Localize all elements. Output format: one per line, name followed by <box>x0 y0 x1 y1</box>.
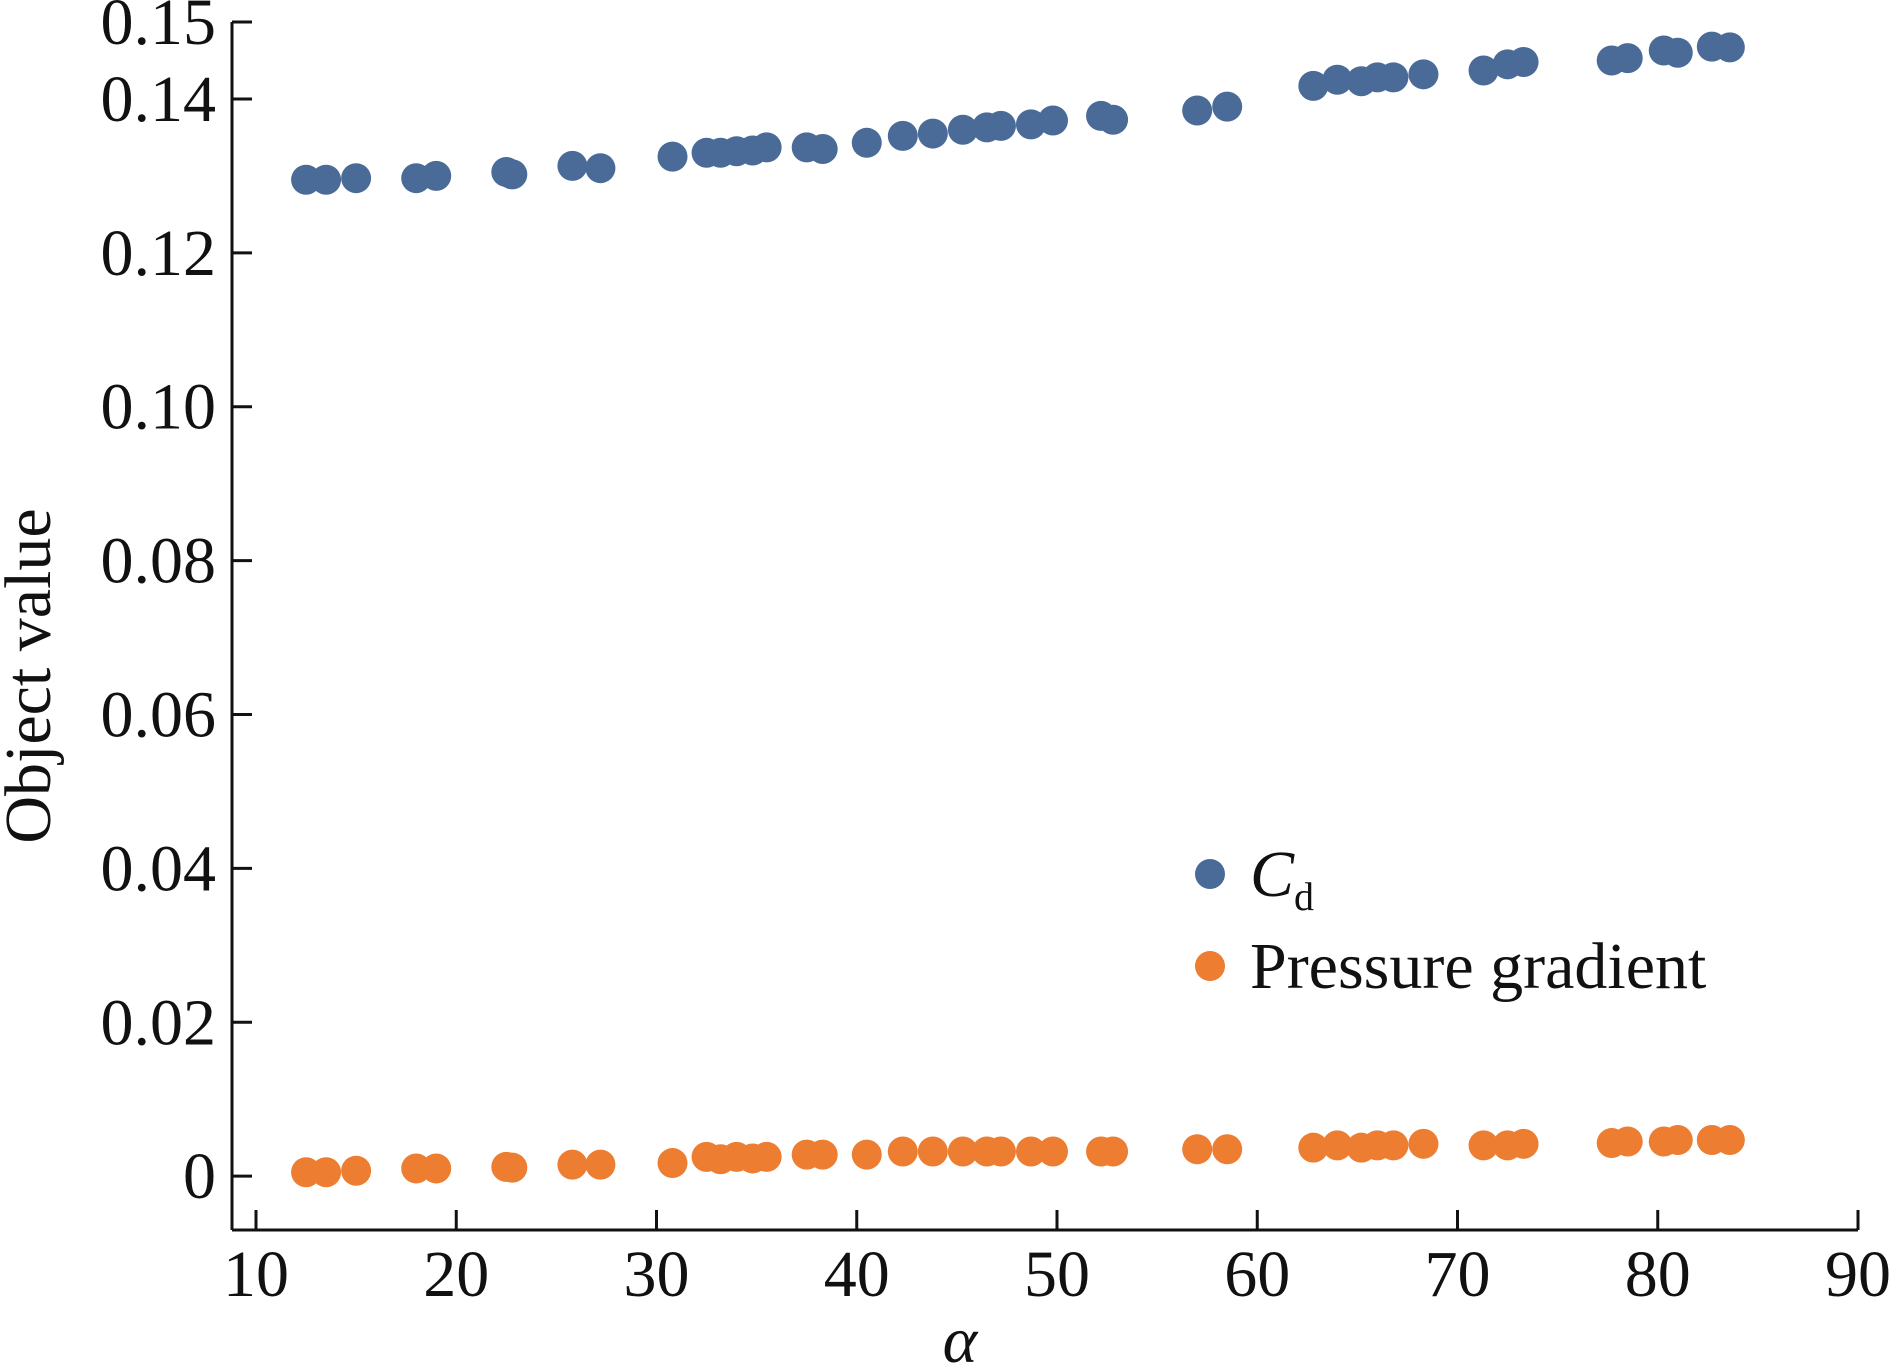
data-point <box>497 159 528 190</box>
x-tick-label: 10 <box>223 1238 289 1311</box>
data-point <box>1714 1124 1745 1155</box>
data-point <box>1298 70 1329 101</box>
x-tick-label: 40 <box>824 1238 890 1311</box>
data-point <box>311 1157 342 1188</box>
data-point <box>1037 105 1068 136</box>
data-point <box>421 160 452 191</box>
data-point <box>1182 1134 1213 1165</box>
data-point <box>1298 1132 1329 1163</box>
data-point <box>1508 47 1539 78</box>
x-tick-label: 50 <box>1024 1238 1090 1311</box>
data-point <box>657 1148 688 1179</box>
data-point <box>1508 1128 1539 1159</box>
data-point <box>917 118 948 149</box>
data-point <box>557 1149 588 1180</box>
x-axis-ticks: 10 20 30 40 50 60 70 80 90 <box>223 1210 1891 1311</box>
data-point <box>1468 1130 1499 1161</box>
legend-label-cd: Cd <box>1250 838 1314 919</box>
data-point <box>1182 95 1213 126</box>
data-points <box>291 31 1745 1188</box>
x-tick-label: 90 <box>1825 1238 1891 1311</box>
x-tick-label: 20 <box>423 1238 489 1311</box>
y-tick-label: 0 <box>183 1140 216 1213</box>
data-point <box>985 110 1016 141</box>
y-tick-label: 0.04 <box>101 832 217 905</box>
y-tick-label: 0.15 <box>101 0 217 59</box>
data-point <box>751 1141 782 1172</box>
y-axis-title: Object value <box>0 508 65 843</box>
x-tick-label: 30 <box>624 1238 690 1311</box>
data-point <box>341 163 372 194</box>
legend: Cd Pressure gradient <box>1195 838 1706 1003</box>
data-point <box>497 1152 528 1183</box>
y-axis-ticks: 0 0.02 0.04 0.06 0.08 0.10 0.12 0.140.15 <box>101 0 252 1213</box>
data-point <box>421 1153 452 1184</box>
data-point <box>851 1139 882 1170</box>
y-tick-label: 0.12 <box>101 217 217 290</box>
data-point <box>887 1136 918 1167</box>
data-point <box>1015 1136 1046 1167</box>
data-point <box>751 132 782 163</box>
legend-marker-pressure-gradient <box>1195 951 1225 981</box>
data-point <box>1714 32 1745 63</box>
series-pressure-gradient <box>291 1124 1745 1188</box>
data-point <box>1612 1126 1643 1157</box>
data-point <box>341 1155 372 1186</box>
x-tick-label: 60 <box>1224 1238 1290 1311</box>
data-point <box>585 153 616 184</box>
y-tick-label: 0.14 <box>101 63 217 136</box>
data-point <box>807 1139 838 1170</box>
data-point <box>947 1136 978 1167</box>
data-point <box>1408 1128 1439 1159</box>
data-point <box>1468 55 1499 86</box>
data-point <box>1037 1136 1068 1167</box>
legend-label-pressure-gradient: Pressure gradient <box>1250 930 1706 1003</box>
data-point <box>947 114 978 145</box>
series-cd <box>291 31 1745 195</box>
legend-label-cd-main: C <box>1250 838 1295 911</box>
data-point <box>887 120 918 151</box>
legend-label-cd-subscript: d <box>1294 874 1314 919</box>
data-point <box>1212 1134 1243 1165</box>
legend-marker-cd <box>1195 859 1225 889</box>
y-tick-label: 0.08 <box>101 525 217 598</box>
data-point <box>311 164 342 195</box>
data-point <box>1612 43 1643 74</box>
data-point <box>1408 59 1439 90</box>
x-tick-label: 70 <box>1425 1238 1491 1311</box>
data-point <box>1378 1130 1409 1161</box>
data-point <box>557 150 588 181</box>
data-point <box>1098 1136 1129 1167</box>
data-point <box>1662 1124 1693 1155</box>
data-point <box>1322 1130 1353 1161</box>
data-point <box>657 141 688 172</box>
data-point <box>1322 64 1353 95</box>
data-point <box>585 1149 616 1180</box>
data-point <box>1378 62 1409 93</box>
data-point <box>917 1136 948 1167</box>
y-tick-label: 0.02 <box>101 986 217 1059</box>
y-tick-label: 0.10 <box>101 371 217 444</box>
data-point <box>1212 91 1243 122</box>
x-tick-label: 80 <box>1625 1238 1691 1311</box>
data-point <box>851 127 882 158</box>
data-point <box>1662 37 1693 68</box>
y-tick-label: 0.06 <box>101 678 217 751</box>
x-axis-title: α <box>943 1304 979 1372</box>
data-point <box>1098 104 1129 135</box>
data-point <box>807 133 838 164</box>
data-point <box>985 1136 1016 1167</box>
